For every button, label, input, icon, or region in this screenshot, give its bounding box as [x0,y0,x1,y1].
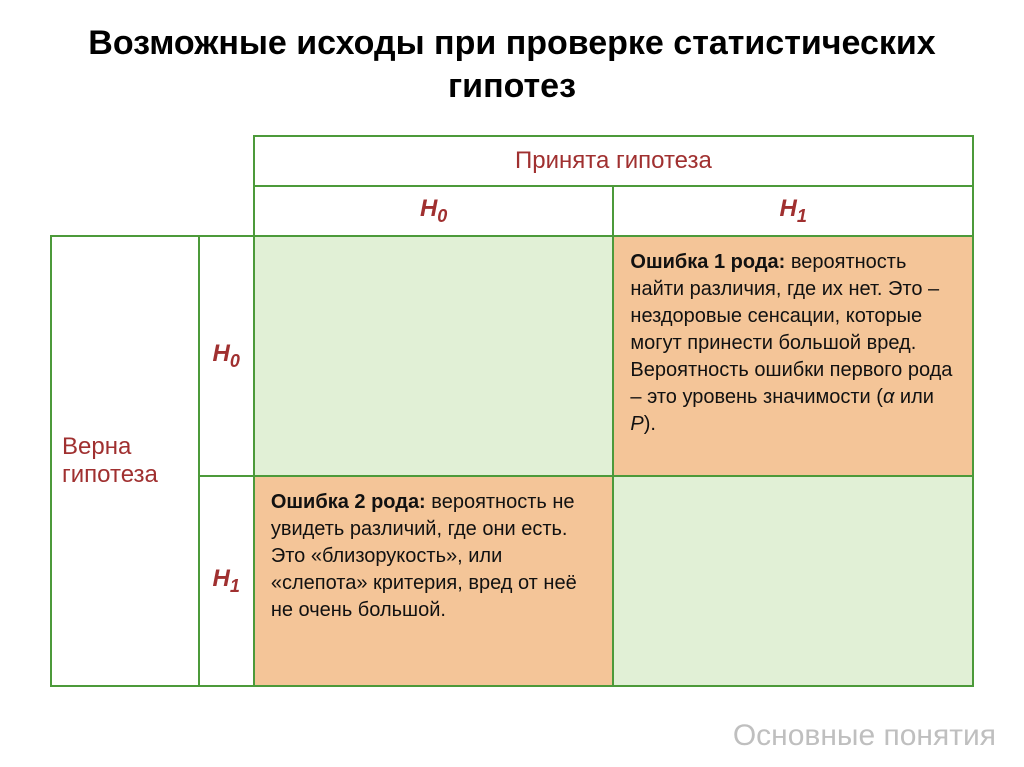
col-header-h1: H1 [613,186,973,236]
table-container: Принята гипотеза H0 H1 Верна гипотеза H0… [0,135,1024,687]
row-header-label: Верна гипотеза [51,236,199,686]
col-header-top: Принята гипотеза [254,136,973,186]
cell-h1-h0-error2: Ошибка 2 рода: вероятность не увидеть ра… [254,476,614,686]
cell-h1-h1 [613,476,973,686]
cell-h0-h1-error1: Ошибка 1 рода: вероятность найти различи… [613,236,973,476]
hypothesis-table: Принята гипотеза H0 H1 Верна гипотеза H0… [50,135,974,687]
page-title: Возможные исходы при проверке статистиче… [0,0,1024,135]
row-header-h0: H0 [199,236,254,476]
footer-caption: Основные понятия [733,719,996,753]
row-header-h1: H1 [199,476,254,686]
cell-h0-h0 [254,236,614,476]
col-header-h0: H0 [254,186,614,236]
